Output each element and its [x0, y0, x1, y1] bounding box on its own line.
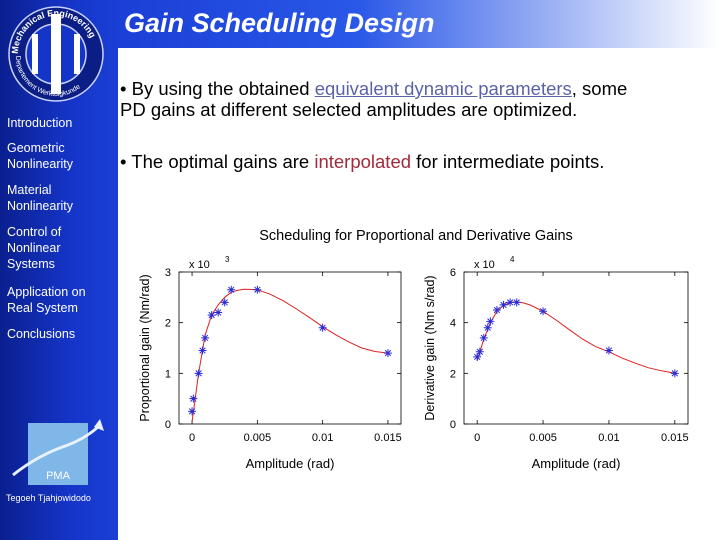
- data-point: [670, 369, 679, 378]
- data-point: [220, 298, 229, 307]
- data-point: [253, 285, 262, 294]
- bullet-1-post: , some PD gains at different selected am…: [120, 78, 628, 120]
- y-multiplier: x 10: [474, 259, 495, 271]
- data-point: [512, 298, 521, 307]
- data-point: [492, 306, 501, 314]
- nav-introduction[interactable]: Introduction: [7, 116, 73, 130]
- bullet-marker: •: [120, 78, 127, 99]
- bullet-marker: •: [120, 151, 127, 172]
- data-point: [479, 333, 488, 342]
- data-point: [539, 307, 548, 316]
- data-point: [383, 349, 392, 358]
- y-tick-label: 3: [165, 267, 171, 279]
- nav-control-nonlinear-systems[interactable]: Control of Nonlinear Systems: [7, 225, 62, 271]
- chart-1: 0 0.005 0.01 0.015 0 1 2 3 x 10 3 Amplitude (rad) P…: [138, 255, 402, 471]
- mechanical-engineering-logo: Mechanical Engineering Departement Werkt…: [8, 6, 104, 102]
- slide-title: Gain Scheduling Design: [124, 8, 435, 38]
- x-axis-label: Amplitude (rad): [532, 456, 621, 471]
- pma-label: PMA: [46, 470, 71, 482]
- y-multiplier: x 10: [189, 259, 210, 271]
- y-tick-label: 0: [165, 419, 171, 431]
- x-tick-label: 0.015: [374, 432, 402, 444]
- figure-title: Scheduling for Proportional and Derivati…: [259, 228, 573, 244]
- bullet-2-pre: The optimal gains are: [131, 151, 315, 172]
- data-point: [189, 394, 198, 403]
- y-tick-label: 6: [450, 267, 456, 279]
- x-tick-label: 0.01: [598, 432, 619, 444]
- chart-2: 0 0.005 0.01 0.015 0 2 4 6 x 10 4 Amplitude (rad) D…: [423, 255, 689, 471]
- nav-conclusions[interactable]: Conclusions: [7, 327, 76, 341]
- x-tick-label: 0.005: [529, 432, 557, 444]
- data-point: [201, 333, 210, 342]
- data-point: [506, 298, 515, 307]
- x-tick-label: 0.01: [312, 432, 333, 444]
- bullet-1-text: By using the obtained equivalent dynamic…: [120, 78, 627, 120]
- data-point: [483, 323, 492, 332]
- nav-geometric-nonlinearity[interactable]: Geometric Nonlinearity: [7, 141, 74, 171]
- bullet-2: • The optimal gains are interpolated for…: [120, 151, 604, 172]
- sidebar: Mechanical Engineering Departement Werkt…: [0, 0, 118, 540]
- data-point: [198, 346, 207, 355]
- bullet-1-pre: By using the obtained: [131, 78, 315, 99]
- plot-frame: [178, 271, 402, 425]
- author-name: Tegoeh Tjahjowidodo: [6, 493, 91, 503]
- y-exponent: 3: [225, 255, 230, 264]
- y-axis-label: Derivative gain (Nm s/rad): [423, 275, 437, 420]
- data-point: [499, 300, 508, 309]
- data-point: [207, 311, 216, 320]
- data-point: [318, 323, 327, 332]
- data-point: [475, 347, 484, 356]
- plot-frame: [463, 271, 689, 425]
- data-point: [227, 285, 236, 294]
- pma-logo: PMA: [12, 419, 104, 485]
- data-point: [473, 352, 482, 361]
- bullet-2-highlight: interpolated: [314, 151, 412, 172]
- nav-material-nonlinearity[interactable]: Material Nonlinearity: [7, 183, 74, 213]
- bullet-2-post: for intermediate points.: [411, 151, 605, 172]
- x-tick-label: 0.005: [244, 432, 272, 444]
- y-tick-label: 4: [450, 318, 456, 330]
- y-axis-label: Proportional gain (Nm/rad): [138, 274, 152, 421]
- data-point: [604, 346, 613, 355]
- nav-application-real-system[interactable]: Application on Real System: [7, 285, 86, 315]
- x-axis-label: Amplitude (rad): [246, 456, 335, 471]
- link-equivalent-dynamic-parameters[interactable]: equivalent dynamic parameters: [314, 78, 572, 99]
- y-exponent: 4: [510, 255, 515, 264]
- x-tick-label: 0: [474, 432, 480, 444]
- y-tick-label: 2: [450, 368, 456, 380]
- title-bar: [118, 0, 720, 48]
- y-tick-label: 1: [165, 368, 171, 380]
- x-tick-label: 0.015: [661, 432, 689, 444]
- bullet-1: • By using the obtained equivalent dynam…: [120, 78, 627, 120]
- data-point: [194, 369, 203, 378]
- x-tick-label: 0: [189, 432, 195, 444]
- y-tick-label: 2: [165, 318, 171, 330]
- data-point: [214, 308, 223, 317]
- data-point: [486, 317, 495, 326]
- y-tick-label: 0: [450, 419, 456, 431]
- data-point: [188, 407, 197, 416]
